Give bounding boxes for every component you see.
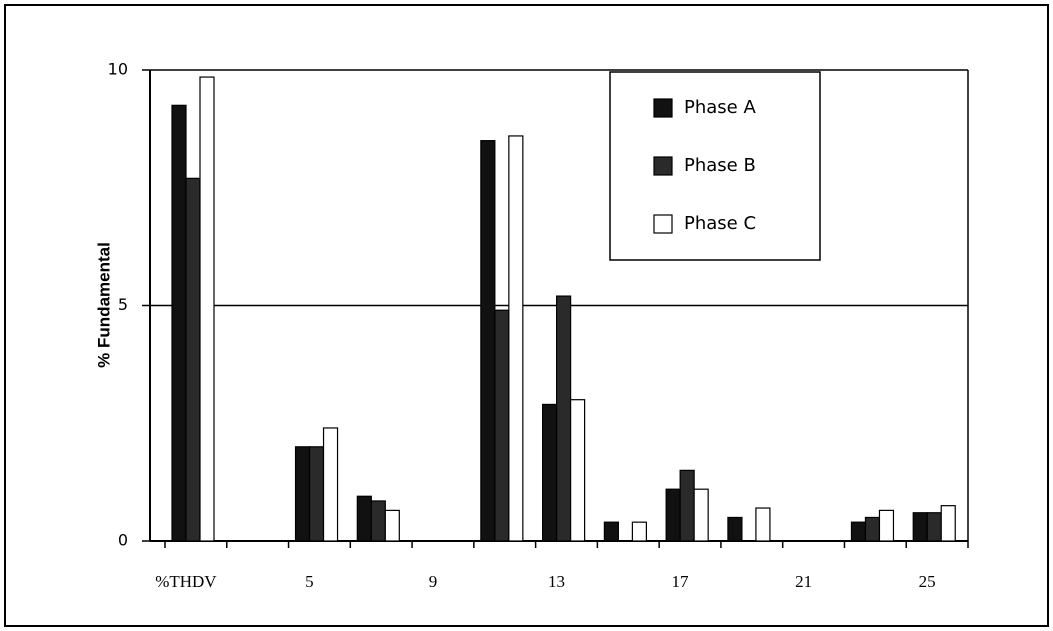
bar	[665, 488, 681, 542]
x-tick-label: 21	[795, 572, 812, 591]
y-axis-label: % Fundamental	[94, 242, 113, 368]
legend-label: Phase C	[684, 213, 756, 234]
bar	[926, 512, 942, 542]
bar	[878, 509, 895, 542]
bar	[384, 509, 400, 542]
legend-swatch	[653, 214, 673, 234]
frame	[4, 4, 1049, 627]
bar	[171, 104, 187, 542]
y-tick-label: 0	[118, 531, 128, 550]
bar	[940, 505, 956, 542]
bar	[542, 403, 558, 542]
bar	[679, 469, 695, 542]
x-tick-label: %THDV	[155, 572, 217, 591]
bar	[755, 507, 771, 542]
bar	[570, 399, 586, 542]
bar	[850, 521, 867, 542]
bar	[556, 295, 572, 542]
bar	[603, 521, 619, 542]
bar	[480, 140, 496, 542]
x-tick-label: 17	[672, 572, 690, 591]
bar	[631, 521, 647, 542]
y-tick-label: 10	[108, 60, 128, 79]
bar	[370, 500, 386, 542]
bar	[494, 309, 510, 542]
x-tick-label: 9	[429, 572, 438, 591]
bar	[322, 427, 339, 542]
bar	[864, 516, 881, 542]
bar	[294, 446, 311, 542]
bar	[727, 516, 743, 542]
bar	[912, 512, 928, 542]
y-tick-label: 5	[118, 295, 128, 314]
bar	[508, 135, 524, 542]
bar	[185, 177, 201, 542]
x-tick-label: 5	[305, 572, 314, 591]
bar	[308, 446, 325, 542]
bar	[693, 488, 709, 542]
x-tick-label: 25	[919, 572, 936, 591]
legend-label: Phase B	[684, 155, 756, 176]
legend-box	[609, 71, 821, 261]
legend-swatch	[653, 156, 673, 176]
bar	[356, 495, 372, 542]
x-tick-label: 13	[548, 572, 565, 591]
bar	[199, 76, 215, 542]
legend-label: Phase A	[684, 97, 756, 118]
legend-swatch	[653, 98, 673, 118]
